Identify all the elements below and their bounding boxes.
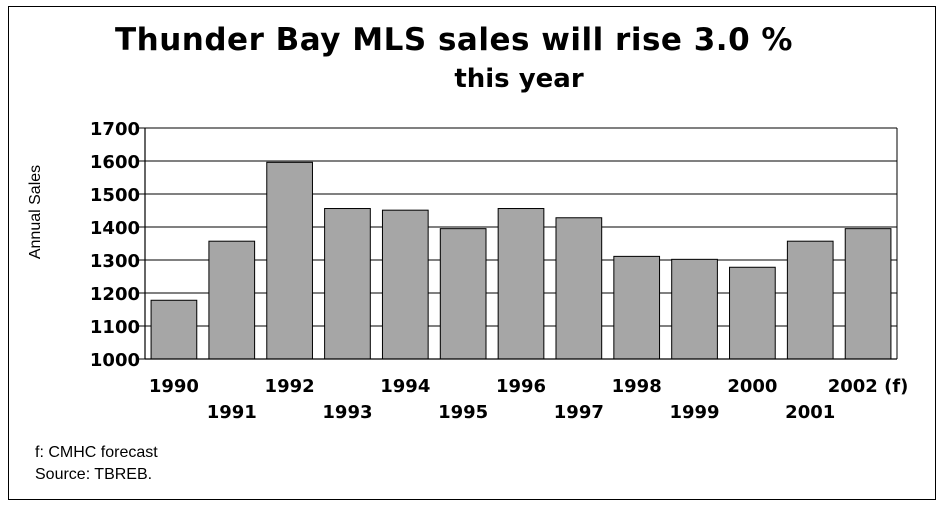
y-tick-label: 1200	[90, 284, 140, 305]
bar-1994	[381, 209, 429, 360]
y-tick-label: 1000	[90, 350, 140, 371]
bar-1995	[439, 228, 487, 360]
y-tick-label: 1100	[90, 317, 140, 338]
x-tick-label: 1995	[438, 402, 488, 423]
x-tick-label: 1999	[669, 402, 719, 423]
bar-2001	[786, 240, 834, 360]
x-tick-label: 2002 (f)	[828, 376, 909, 397]
source-note: Source: TBREB.	[35, 466, 153, 483]
x-tick-label: 1993	[322, 402, 372, 423]
x-tick-label: 1990	[149, 376, 199, 397]
y-tick-label: 1600	[90, 152, 140, 173]
bar-1991	[208, 240, 256, 360]
x-tick-label: 2001	[785, 402, 835, 423]
x-tick-label: 1994	[380, 376, 430, 397]
x-tick-label: 2000	[727, 376, 777, 397]
bar-1992	[266, 161, 313, 360]
bars	[150, 161, 892, 360]
bar-1993	[324, 208, 371, 360]
chart-subtitle: this year	[454, 64, 584, 94]
bar-2000	[729, 266, 776, 360]
y-tick-label: 1300	[90, 251, 140, 272]
x-tick-label: 1998	[612, 376, 662, 397]
y-tick-label: 1500	[90, 185, 140, 206]
bar-1999	[671, 258, 718, 360]
forecast-note: f: CMHC forecast	[35, 444, 158, 461]
y-axis-label: Annual Sales	[27, 165, 44, 259]
bar-2002f	[844, 228, 892, 360]
bar-1997	[555, 217, 603, 360]
x-tick-label: 1992	[265, 376, 315, 397]
bar-1990	[150, 299, 198, 360]
x-tick-label: 1996	[496, 376, 546, 397]
bar-1998	[613, 255, 661, 360]
y-tick-labels: 1000 1100 1200 1300 1400 1500 1600 1700	[90, 119, 140, 371]
x-tick-labels: 1990 1991 1992 1993 1994 1995 1996 1997 1998 1999…	[149, 376, 909, 423]
chart-title: Thunder Bay MLS sales will rise 3.0 %	[115, 22, 793, 58]
bar-1996	[497, 208, 545, 360]
y-tick-label: 1400	[90, 218, 140, 239]
y-tick-label: 1700	[90, 119, 140, 140]
axes	[139, 127, 898, 360]
x-tick-label: 1997	[554, 402, 604, 423]
x-tick-label: 1991	[207, 402, 257, 423]
